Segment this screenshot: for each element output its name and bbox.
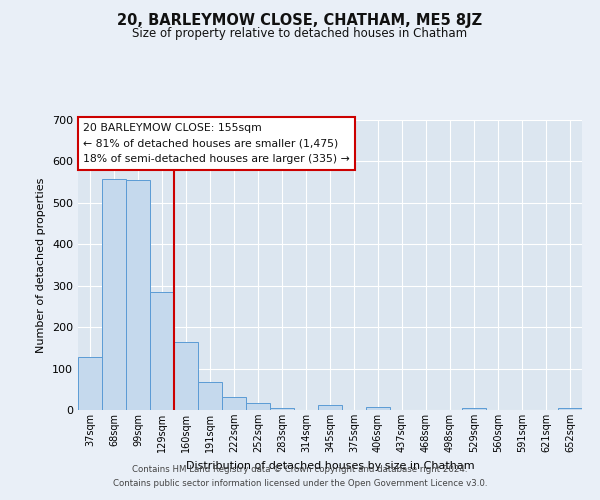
Text: 20, BARLEYMOW CLOSE, CHATHAM, ME5 8JZ: 20, BARLEYMOW CLOSE, CHATHAM, ME5 8JZ [118,12,482,28]
Bar [366,406,390,410]
Text: 20 BARLEYMOW CLOSE: 155sqm
← 81% of detached houses are smaller (1,475)
18% of s: 20 BARLEYMOW CLOSE: 155sqm ← 81% of deta… [83,123,350,164]
Text: Size of property relative to detached houses in Chatham: Size of property relative to detached ho… [133,28,467,40]
Text: Contains HM Land Registry data © Crown copyright and database right 2024.
Contai: Contains HM Land Registry data © Crown c… [113,466,487,487]
Bar [318,405,342,410]
Bar [558,408,582,410]
Bar [246,402,270,410]
Y-axis label: Number of detached properties: Number of detached properties [37,178,46,352]
Bar [462,408,486,410]
Bar [102,179,126,410]
Bar [198,382,222,410]
Bar [270,408,294,410]
Bar [222,396,246,410]
Bar [126,180,150,410]
Bar [150,292,174,410]
X-axis label: Distribution of detached houses by size in Chatham: Distribution of detached houses by size … [185,460,475,470]
Bar [78,357,102,410]
Bar [174,342,198,410]
